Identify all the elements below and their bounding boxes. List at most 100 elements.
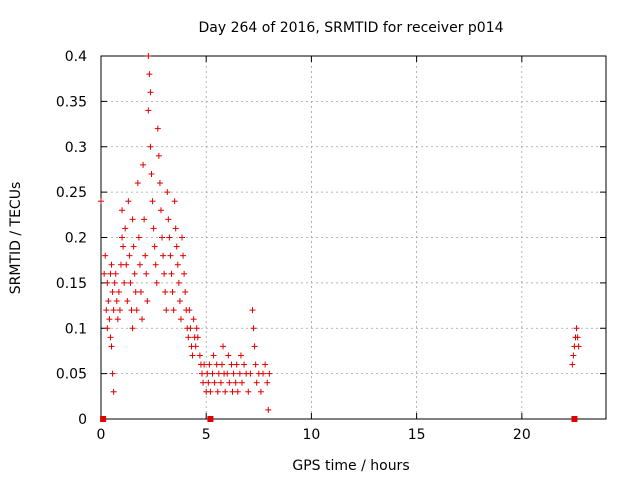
data-point (132, 288, 139, 295)
data-point (266, 370, 273, 377)
data-point (170, 307, 177, 314)
x-tick-label: 15 (408, 427, 426, 443)
data-point (111, 279, 118, 286)
data-point (151, 243, 158, 250)
data-point (252, 361, 259, 368)
y-tick-label: 0.1 (65, 321, 87, 337)
data-point (128, 307, 135, 314)
data-point (120, 243, 127, 250)
data-point (573, 325, 580, 332)
data-point (124, 298, 131, 305)
data-point (245, 388, 252, 395)
data-point (126, 252, 133, 259)
data-point (139, 316, 146, 323)
data-point (145, 53, 152, 59)
data-point (175, 279, 182, 286)
data-point (109, 288, 116, 295)
data-point (113, 298, 120, 305)
data-point (199, 370, 205, 377)
data-point (141, 216, 148, 223)
data-point (163, 307, 170, 314)
x-tick-label: 10 (303, 427, 321, 443)
data-point (217, 379, 224, 386)
data-point (213, 361, 220, 368)
data-point (264, 379, 271, 386)
data-point (104, 279, 111, 286)
zero-marker (207, 416, 214, 422)
data-point (190, 316, 197, 323)
y-tick-label: 0 (78, 412, 87, 428)
data-point (205, 379, 212, 386)
data-point (110, 388, 117, 395)
data-point (238, 379, 245, 386)
data-point (575, 343, 582, 350)
data-point (251, 343, 258, 350)
data-point (127, 279, 134, 286)
data-point (123, 261, 130, 268)
data-point (250, 325, 257, 332)
data-point (247, 370, 254, 377)
zero-marker (571, 416, 578, 422)
data-point (230, 370, 237, 377)
x-tick-label: 20 (513, 427, 531, 443)
data-point (153, 279, 160, 286)
data-point (201, 361, 208, 368)
data-point (137, 288, 144, 295)
data-point (171, 198, 178, 205)
data-point (214, 388, 221, 395)
x-axis-label: GPS time / hours (292, 458, 409, 474)
data-point (131, 270, 138, 277)
data-point (130, 243, 137, 250)
data-point (110, 307, 117, 314)
data-point (176, 298, 183, 305)
y-tick-label: 0.15 (56, 276, 87, 292)
data-point (107, 270, 114, 277)
y-tick-label: 0.05 (56, 367, 87, 383)
data-point (193, 325, 200, 332)
y-axis: 0 0.05 0.1 0.15 0.2 0.25 0.3 0.35 0.4 (56, 49, 606, 428)
data-point (225, 352, 232, 359)
data-point (162, 288, 169, 295)
data-point (157, 207, 164, 214)
data-point (260, 370, 267, 377)
data-point (210, 352, 217, 359)
x-tick-label: 0 (97, 427, 106, 443)
data-points (98, 53, 582, 422)
data-point (146, 71, 153, 78)
data-point (112, 270, 119, 277)
data-point (234, 388, 241, 395)
data-point (147, 89, 154, 96)
data-point (169, 288, 176, 295)
data-point (204, 370, 211, 377)
data-point (119, 234, 126, 241)
data-point (107, 334, 114, 341)
data-point (180, 252, 187, 259)
data-point (108, 261, 115, 268)
data-point (228, 361, 235, 368)
data-point (196, 352, 203, 359)
data-point (136, 261, 143, 268)
data-point (167, 252, 174, 259)
data-point (570, 352, 577, 359)
data-point (215, 370, 222, 377)
data-point (209, 370, 216, 377)
data-point (155, 152, 162, 159)
data-point (104, 325, 111, 332)
data-point (206, 361, 213, 368)
data-point (101, 270, 108, 277)
data-point (189, 352, 196, 359)
data-point (237, 352, 244, 359)
x-tick-label: 5 (202, 427, 211, 443)
y-tick-label: 0.3 (65, 140, 87, 156)
data-point (150, 225, 157, 232)
data-point (145, 107, 152, 114)
data-point (166, 234, 173, 241)
data-point (192, 343, 199, 350)
data-point (140, 161, 147, 168)
data-point (186, 307, 193, 314)
data-point (143, 270, 150, 277)
data-point (119, 207, 126, 214)
y-tick-label: 0.25 (56, 185, 87, 201)
data-point (135, 234, 142, 241)
